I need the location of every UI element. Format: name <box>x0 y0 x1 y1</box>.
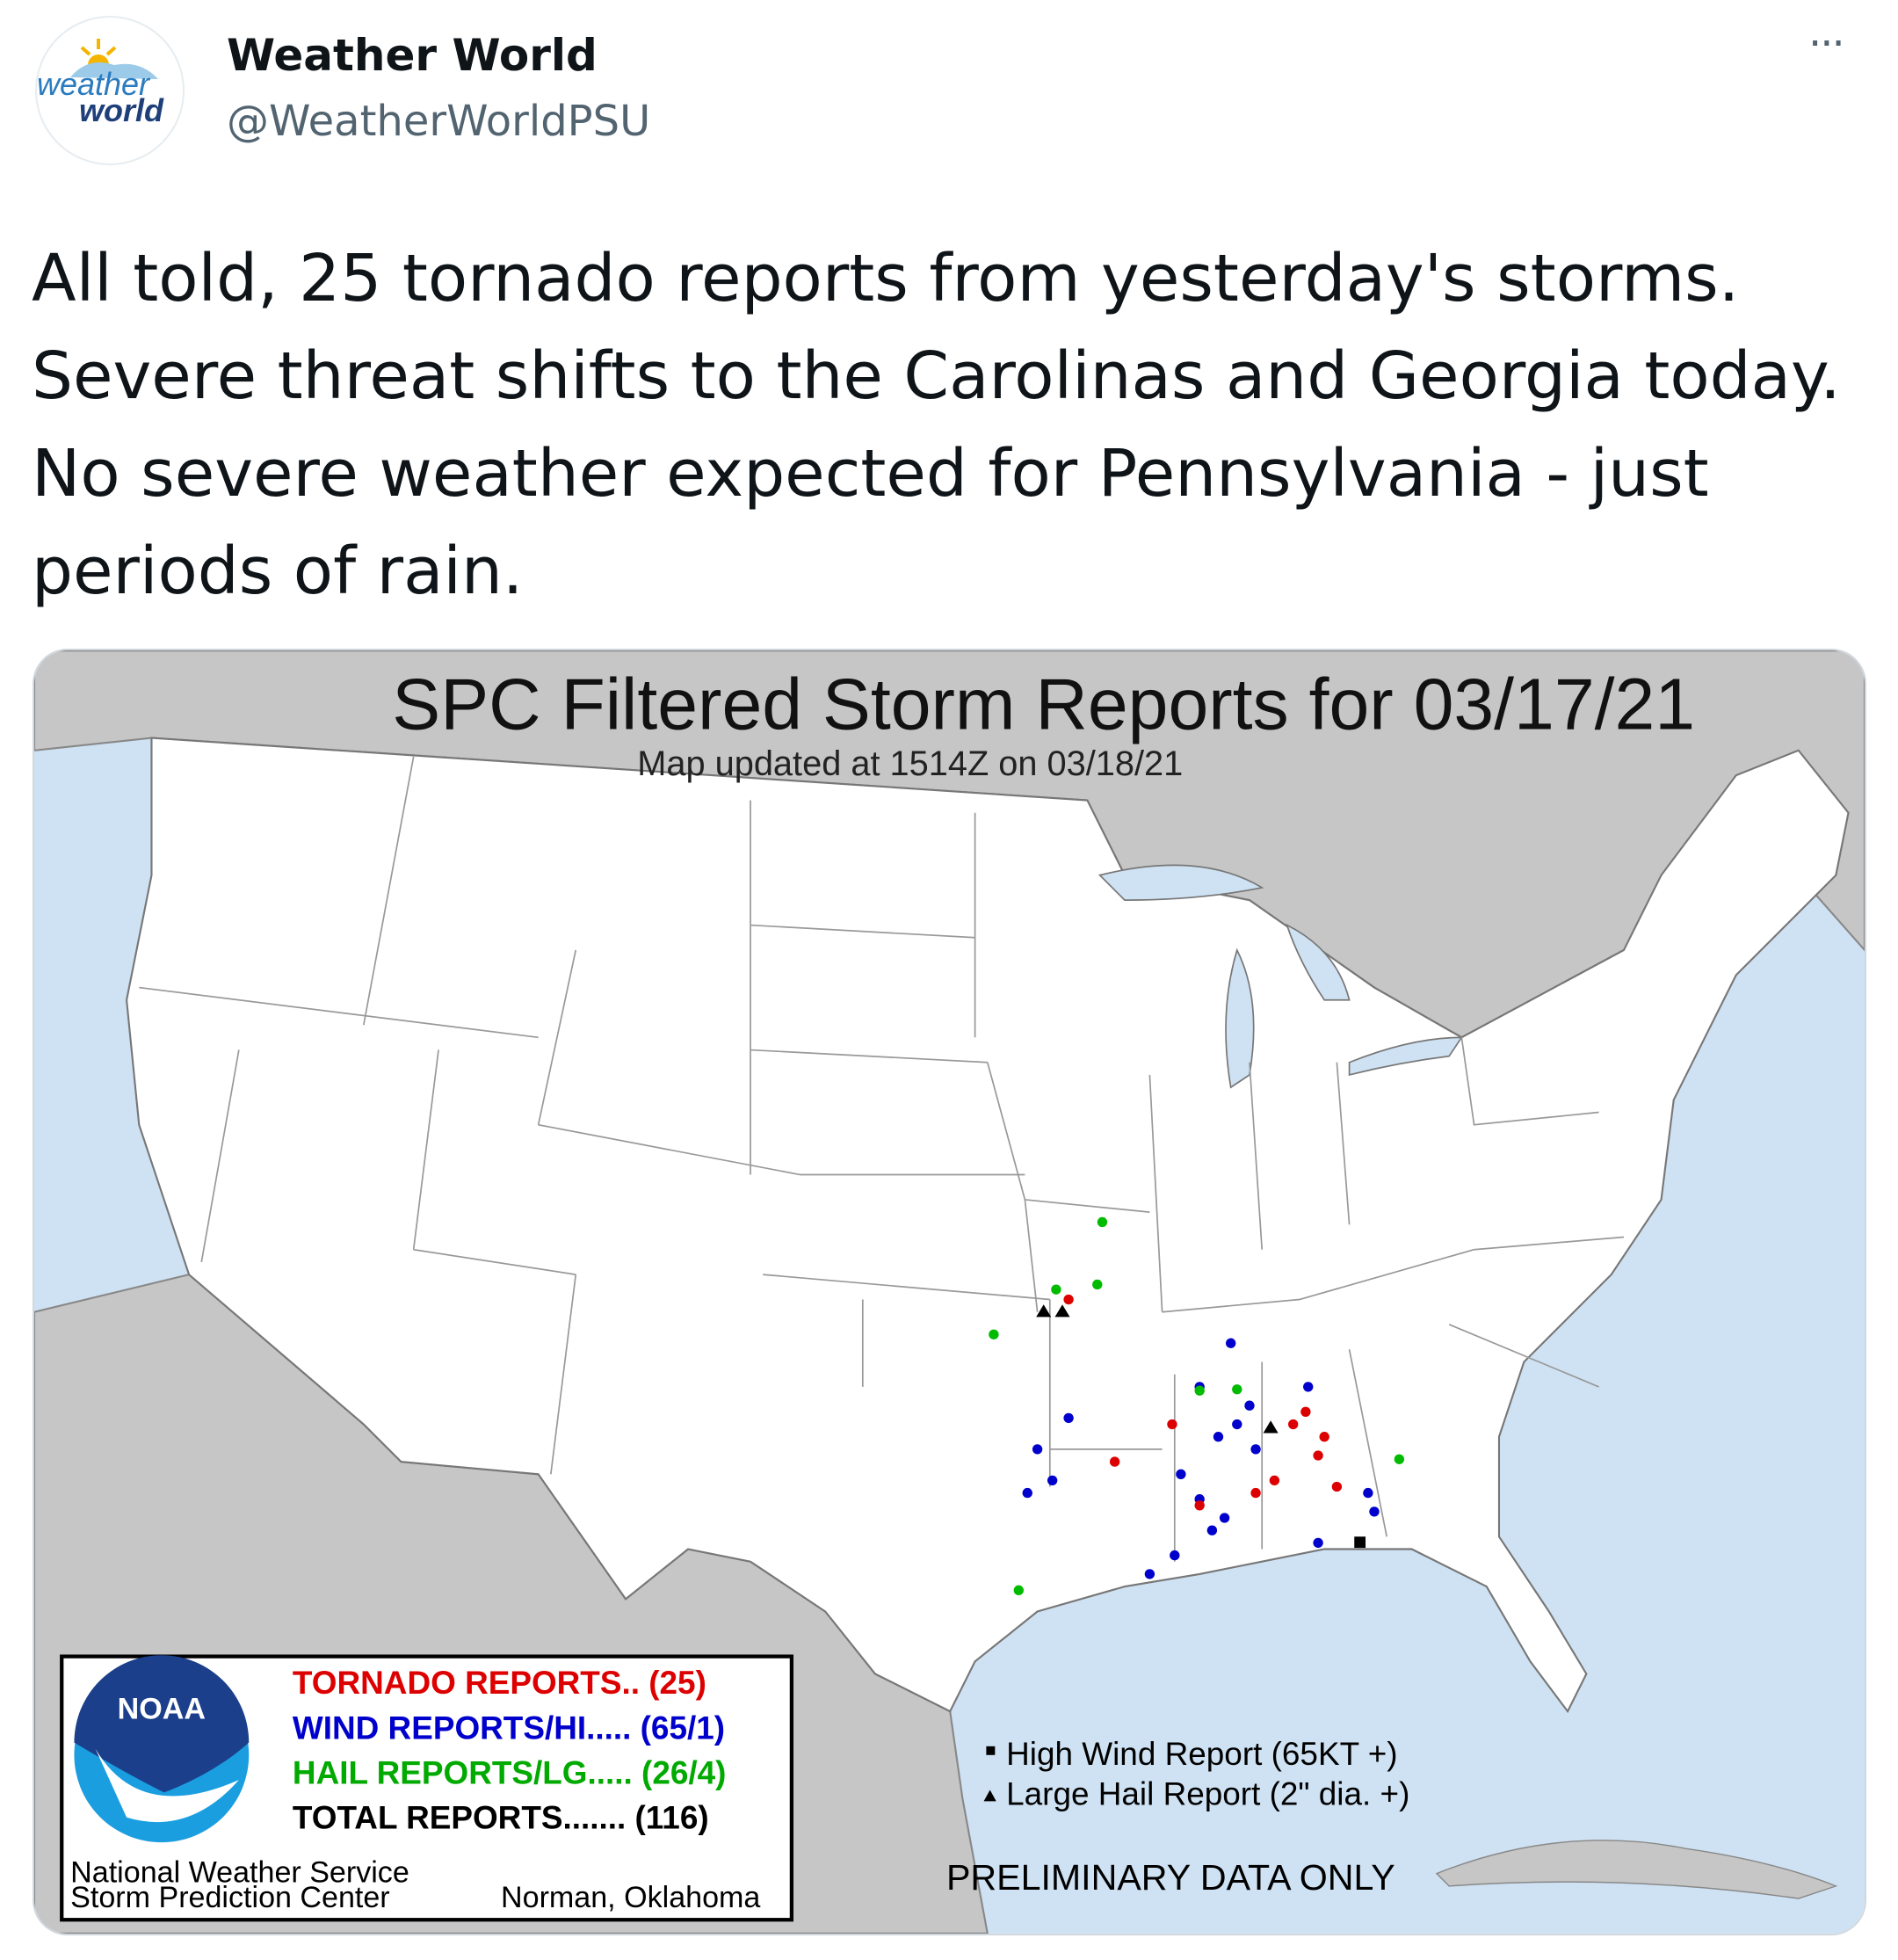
legend-wind: WIND REPORTS/HI..... (65/1) <box>293 1710 725 1746</box>
tweet-line: Severe threat shifts to the Carolinas an… <box>32 338 1841 414</box>
note-large-hail: Large Hail Report (2" dia. +) <box>1006 1776 1409 1812</box>
legend-total: TOTAL REPORTS....... (116) <box>293 1800 709 1836</box>
note-high-wind: High Wind Report (65KT +) <box>1006 1736 1397 1772</box>
map-title: SPC Filtered Storm Reports for 03/17/21 <box>392 664 1695 745</box>
tweet-line: periods of rain. <box>32 534 524 609</box>
note-preliminary: PRELIMINARY DATA ONLY <box>946 1857 1395 1898</box>
state-lines <box>139 756 1625 1562</box>
map-subtitle: Map updated at 1514Z on 03/18/21 <box>637 744 1183 783</box>
usa <box>125 737 1850 1714</box>
more-button[interactable]: ··· <box>1808 19 1845 69</box>
legend-tornado: TORNADO REPORTS.. (25) <box>293 1665 706 1701</box>
logo-text: world <box>79 92 164 128</box>
tweet-line: No severe weather expected for Pennsylva… <box>32 436 1709 512</box>
org-location: Norman, Oklahoma <box>501 1881 760 1914</box>
storm-map[interactable]: SPC Filtered Storm Reports for 03/17/21 … <box>33 649 1866 1935</box>
storm-reports <box>989 1216 1405 1596</box>
great-lakes <box>1098 864 1463 1089</box>
tweet-text: All told, 25 tornado reports from yester… <box>32 230 1841 621</box>
tweet-line: All told, 25 tornado reports from yester… <box>32 241 1740 316</box>
legend-hail: HAIL REPORTS/LG..... (26/4) <box>293 1754 727 1790</box>
account-handle[interactable]: @WeatherWorldPSU <box>227 97 651 146</box>
org-line: Storm Prediction Center <box>70 1881 389 1914</box>
avatar[interactable]: weather world <box>35 16 185 165</box>
account-name[interactable]: Weather World <box>227 30 598 81</box>
org-line: National Weather Service <box>70 1856 409 1890</box>
noaa-text: NOAA <box>118 1693 206 1726</box>
logo-text: weather <box>37 66 151 102</box>
cuba <box>1435 1840 1838 1899</box>
